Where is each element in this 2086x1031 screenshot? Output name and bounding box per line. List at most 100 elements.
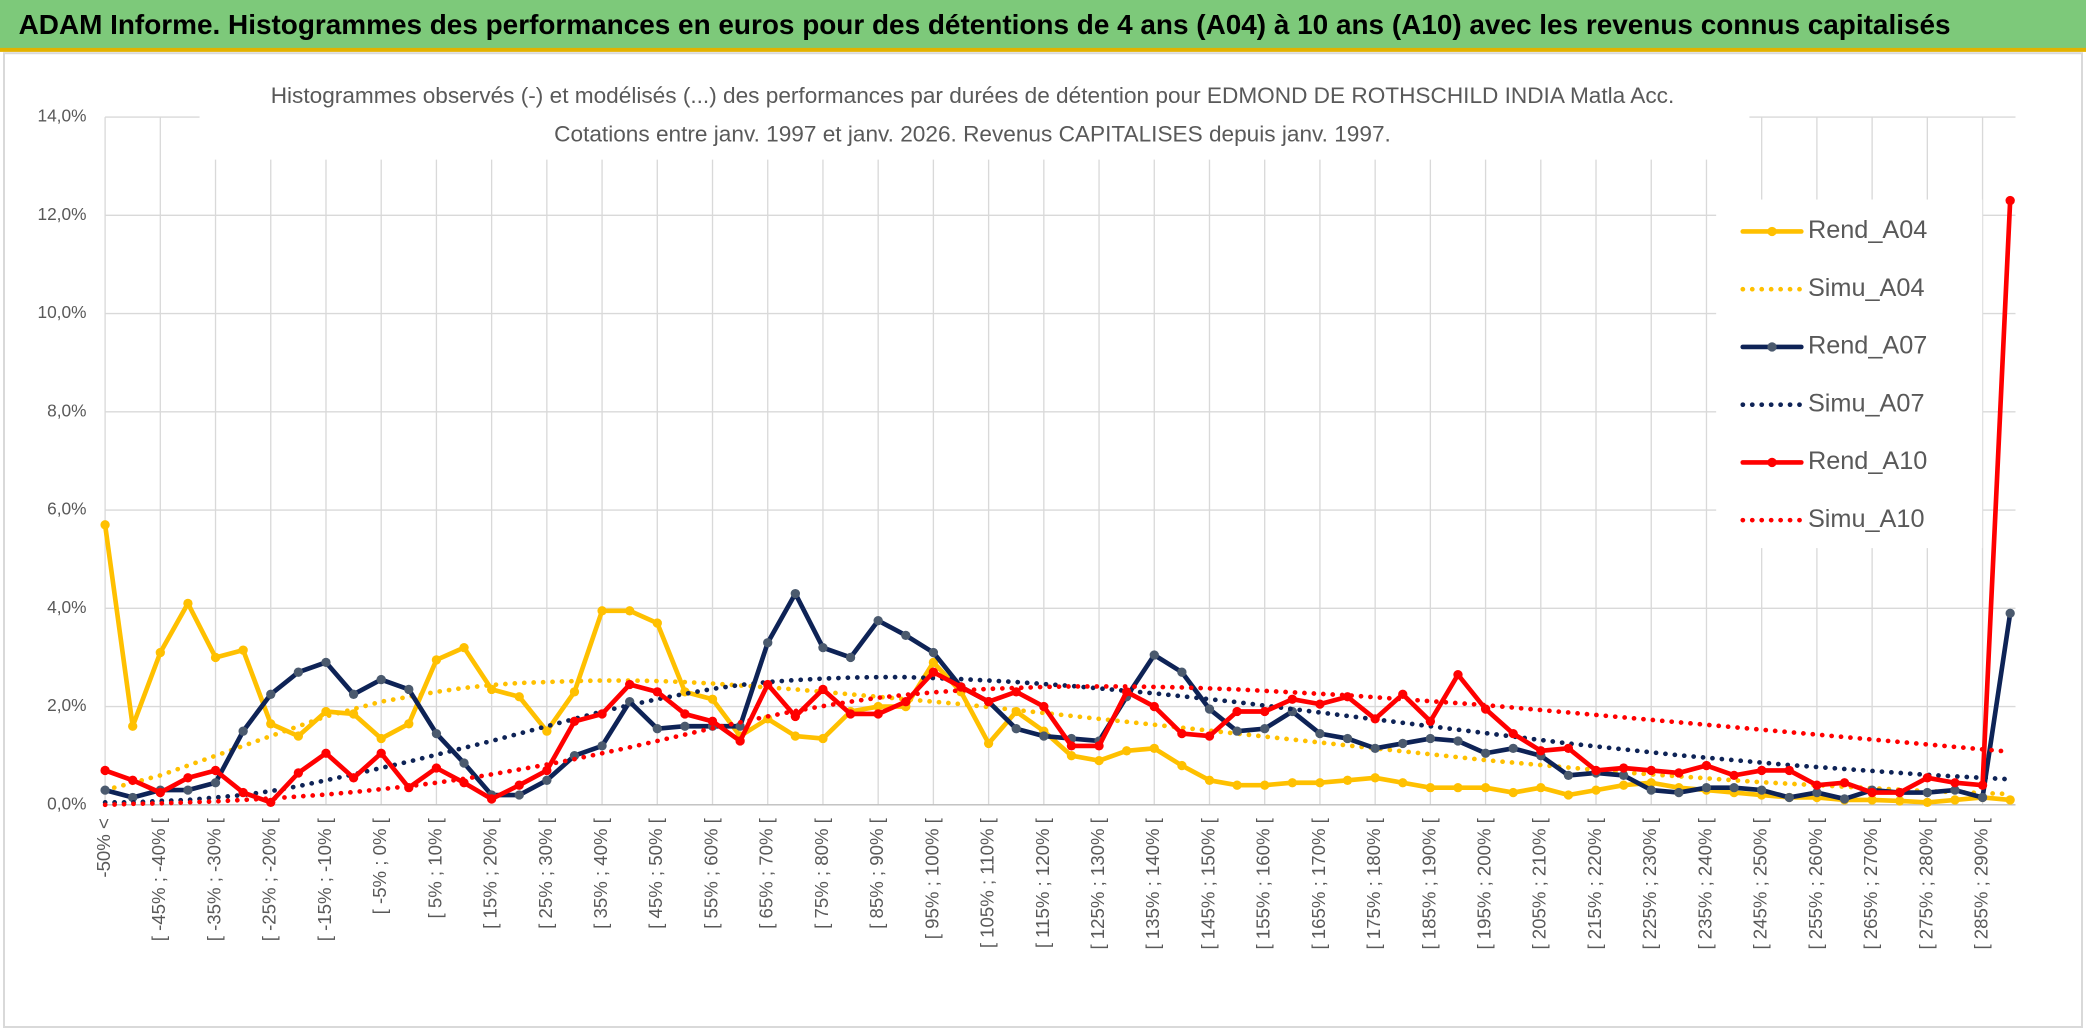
series-marker [652,724,662,734]
x-tick-label: [ 55% ; 60% [ [700,817,721,929]
series-marker [1287,694,1297,704]
x-tick-label: [ -45% ; -40% [ [148,817,169,941]
x-tick-label: [ 65% ; 70% [ [756,817,777,929]
legend-label: Rend_A10 [1808,447,1927,475]
series-marker [1784,765,1794,776]
series-marker [293,731,304,741]
y-tick-label: 0,0% [47,793,86,813]
series-marker [1039,731,1049,741]
y-tick-label: 2,0% [47,695,86,715]
x-tick-label: [ -35% ; -30% [ [203,817,224,941]
x-tick-label: [ 105% ; 110% [ [977,817,998,948]
series-marker [183,773,193,783]
series-marker [1260,780,1270,790]
series-marker [569,751,580,761]
series-marker [1370,743,1380,754]
series-marker [348,773,359,783]
chart-frame [2,52,2084,1029]
series-marker [569,687,580,697]
series-marker [183,785,193,795]
x-tick-label: [ 185% ; 190% [ [1418,817,1439,949]
series-marker [873,701,883,712]
series-marker [652,618,662,628]
x-tick-label: [ 215% ; 220% [ [1584,817,1605,949]
series-marker [210,778,221,788]
series-marker [1839,778,1850,788]
series-marker [1398,778,1408,788]
series-marker [1066,741,1077,751]
series-marker [2005,195,2015,206]
header-band [0,0,2086,51]
series-marker [293,667,304,677]
series-marker [1398,738,1408,749]
legend-label: Rend_A07 [1808,332,1927,360]
series-marker [1480,748,1491,758]
chart-subtitle: Cotations entre janv. 1997 et janv. 2026… [554,122,1391,147]
series-marker [1453,736,1463,746]
x-tick-label: [ 95% ; 100% [ [921,817,942,939]
series-marker [1701,782,1712,793]
series-marker [1039,701,1049,712]
series-marker [1563,790,1574,800]
series-line [102,684,2013,808]
series-marker [1287,778,1297,788]
x-tick-label: [ 275% ; 280% [ [1915,817,1936,949]
series-marker [266,689,276,699]
x-tick-label: [ 115% ; 120% [ [1032,817,1053,948]
series-marker [542,726,552,736]
series-marker [1950,785,1960,795]
series-marker [542,775,552,785]
series-marker [625,606,635,616]
x-tick-label: [ 75% ; 80% [ [811,817,832,929]
series-marker [1370,714,1380,724]
series-marker [1453,782,1463,793]
series-marker [1122,746,1132,756]
x-tick-label: [ -5% ; 0% [ [369,817,390,914]
x-tick-label: -50% < [93,818,114,877]
x-tick-label: [ 245% ; 250% [ [1750,817,1771,949]
series-marker [1425,733,1436,744]
series-marker [1122,687,1132,697]
series-marker [1729,770,1739,781]
x-tick-label: [ -15% ; -10% [ [314,817,335,941]
series-marker [1674,768,1684,778]
x-tick-label: [ 265% ; 270% [ [1860,817,1881,949]
series-marker [1066,751,1077,761]
series-marker [514,790,524,800]
series-marker [376,733,386,744]
series-marker [210,652,221,663]
series-marker [1950,778,1960,788]
series-marker [1950,795,1960,805]
series-marker [818,684,828,695]
series-marker [514,780,524,790]
series-marker [1674,787,1684,798]
series-marker [1563,770,1574,781]
series-marker [1784,792,1794,803]
x-tick-label: [ 165% ; 170% [ [1308,817,1329,949]
series-marker [514,692,524,702]
series-marker [459,642,469,653]
series-marker [1425,716,1436,726]
series-marker [155,647,165,658]
series-marker [128,775,138,785]
header-rule [0,47,2086,52]
legend-marker [1767,226,1777,237]
y-tick-label: 12,0% [37,204,86,224]
series-marker [1839,794,1850,804]
series-marker [1425,782,1436,793]
series-marker [155,787,165,798]
header-title: ADAM Informe. Histogrammes des performan… [19,9,1951,40]
series-marker [1370,773,1380,783]
y-tick-label: 6,0% [47,499,86,519]
series-marker [1922,787,1932,798]
legend-label: Simu_A10 [1808,505,1925,533]
series-marker [625,679,635,690]
series-marker [735,736,745,746]
series-marker [1618,763,1629,773]
series-marker [1094,741,1104,751]
series-marker [1177,760,1187,771]
series-marker [1149,701,1159,712]
series-marker [707,694,718,704]
y-tick-label: 4,0% [47,597,86,617]
